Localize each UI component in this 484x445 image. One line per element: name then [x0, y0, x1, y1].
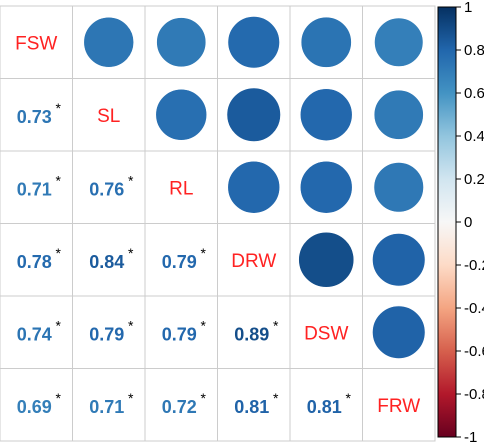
colorbar-gradient — [437, 6, 457, 438]
corr-circle-sl-dsw — [299, 88, 353, 142]
colorbar-tick-label: -0.2 — [464, 257, 484, 274]
matrix-cell — [144, 368, 218, 442]
colorbar-tick-label: -1 — [464, 429, 477, 445]
significance-star: * — [201, 245, 207, 261]
corr-circle-drw-frw — [372, 233, 426, 287]
matrix-cell — [0, 5, 73, 79]
colorbar-tick-label: 0.6 — [464, 85, 484, 102]
matrix-cell — [72, 150, 146, 224]
significance-star: * — [201, 390, 207, 406]
coef-label: 0.72 — [162, 397, 197, 417]
coef-label: 0.78 — [17, 252, 52, 272]
diagonal-label-drw: DRW — [231, 251, 276, 272]
coef-label: 0.74 — [17, 324, 52, 344]
corr-circle-fsw-sl — [83, 16, 135, 68]
significance-star: * — [128, 317, 134, 333]
corr-circle-fsw-rl — [156, 17, 207, 68]
matrix-cell — [0, 295, 73, 369]
significance-star: * — [56, 172, 62, 188]
matrix-cell — [72, 368, 146, 442]
matrix-cell — [0, 150, 73, 224]
significance-star: * — [56, 317, 62, 333]
coef-label: 0.71 — [17, 179, 52, 199]
significance-star: * — [56, 100, 62, 116]
significance-star: * — [56, 245, 62, 261]
corr-circle-rl-drw — [227, 160, 281, 214]
colorbar-tick-label: 1 — [464, 0, 472, 16]
corr-circle-rl-frw — [373, 162, 424, 213]
colorbar-tick-label: 0 — [464, 214, 472, 231]
coef-label: 0.84 — [89, 252, 124, 272]
significance-star: * — [128, 390, 134, 406]
matrix-cell — [217, 368, 291, 442]
coef-label: 0.81 — [234, 397, 269, 417]
corr-circle-sl-rl — [155, 88, 208, 141]
significance-star: * — [273, 317, 279, 333]
matrix-cell — [72, 78, 146, 152]
coef-label: 0.76 — [89, 179, 124, 199]
matrix-cell — [144, 223, 218, 297]
colorbar-tick-label: 0.2 — [464, 171, 484, 188]
matrix-cell — [0, 223, 73, 297]
corr-circle-drw-dsw — [298, 231, 355, 288]
corr-circle-rl-dsw — [299, 160, 353, 214]
diagonal-label-rl: RL — [169, 178, 193, 199]
matrix-grid — [0, 5, 436, 442]
significance-star: * — [346, 390, 352, 406]
matrix-cell — [362, 368, 436, 442]
significance-star: * — [128, 245, 134, 261]
significance-star: * — [201, 317, 207, 333]
coef-label: 0.71 — [89, 397, 124, 417]
corr-circle-sl-frw — [373, 89, 424, 140]
significance-star: * — [128, 172, 134, 188]
colorbar-tick-label: -0.6 — [464, 343, 484, 360]
matrix-cell — [72, 295, 146, 369]
diagonal-label-sl: SL — [97, 106, 120, 127]
coef-label: 0.73 — [17, 107, 52, 127]
colorbar: 1 0.8 0.6 0.4 0.2 0 -0.2 -0.4 -0.6 -0.8 -1 — [437, 0, 484, 445]
corr-circle-sl-drw — [226, 87, 281, 142]
coef-label: 0.79 — [162, 324, 197, 344]
diagonal-label-frw: FRW — [377, 396, 420, 417]
matrix-cell — [72, 223, 146, 297]
matrix-cell — [144, 150, 218, 224]
significance-star: * — [273, 390, 279, 406]
corr-circle-fsw-drw — [227, 16, 280, 69]
colorbar-tick-label: 0.4 — [464, 128, 484, 145]
colorbar-tick-label: -0.4 — [464, 300, 484, 317]
significance-star: * — [56, 390, 62, 406]
corr-circle-dsw-frw — [372, 305, 426, 359]
coef-label: 0.69 — [17, 397, 52, 417]
coef-label: 0.79 — [89, 324, 124, 344]
matrix-cell — [217, 223, 291, 297]
corr-circle-fsw-frw — [374, 17, 424, 67]
coef-label: 0.81 — [307, 397, 342, 417]
coef-label: 0.89 — [234, 324, 269, 344]
diagonal-label-fsw: FSW — [15, 33, 57, 54]
colorbar-tick-label: 0.8 — [464, 42, 484, 59]
diagonal-label-dsw: DSW — [304, 323, 348, 344]
corr-circle-fsw-dsw — [300, 16, 352, 68]
coef-label: 0.79 — [162, 252, 197, 272]
matrix-cell — [289, 368, 363, 442]
colorbar-tick-label: -0.8 — [464, 386, 484, 403]
